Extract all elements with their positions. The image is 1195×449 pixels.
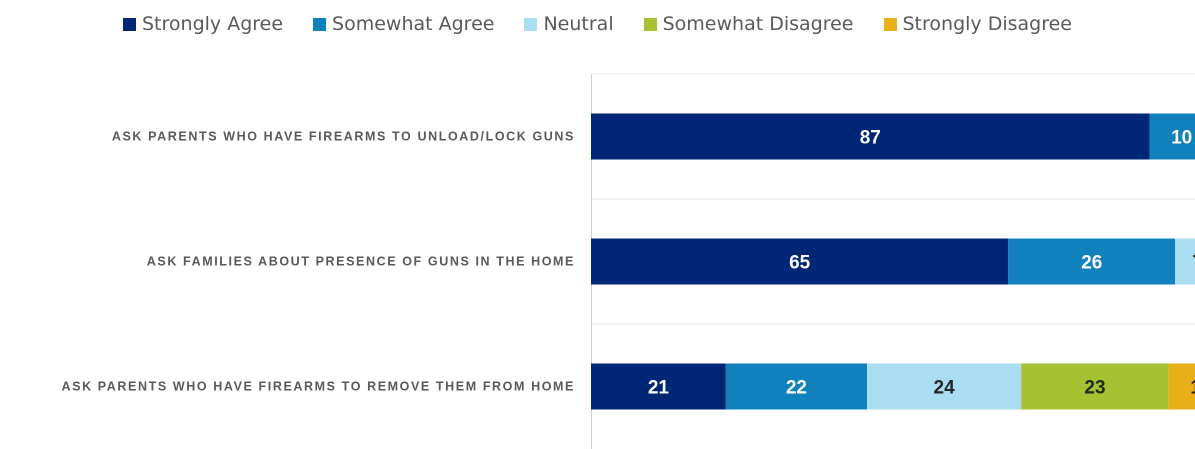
legend-item-somewhat-disagree: Somewhat Disagree: [643, 13, 854, 35]
data-label-neutral-2: 7: [1192, 253, 1195, 274]
bar-somewhat-disagree-3: [1021, 363, 1169, 410]
legend-item-strongly-agree: Strongly Agree: [123, 13, 283, 35]
legend-item-somewhat-agree: Somewhat Agree: [313, 13, 494, 35]
legend-label: Somewhat Agree: [332, 13, 495, 35]
bar-neutral-2: [1175, 238, 1195, 285]
data-label-strongly-agree-3: 21: [648, 378, 670, 399]
bar-neutral-3: [867, 363, 1022, 410]
bar-strongly-disagree-3: [1168, 363, 1195, 410]
legend-swatch: [313, 17, 327, 31]
data-label-strongly-disagree-3: 10: [1190, 378, 1195, 399]
legend-label: Neutral: [543, 13, 614, 35]
legend-label: Somewhat Disagree: [662, 13, 854, 35]
data-label-somewhat-agree-3: 22: [786, 378, 807, 399]
bar-strongly-agree-2: [591, 238, 1009, 285]
data-label-somewhat-agree-1: 10: [1171, 128, 1192, 149]
category-label-3: ASK PARENTS WHO HAVE FIREARMS TO REMOVE …: [62, 380, 576, 394]
legend-label: Strongly Agree: [142, 13, 284, 35]
bar-somewhat-agree-2: [1008, 238, 1176, 285]
chart-legend: Strongly Agree Somewhat Agree Neutral Somew…: [0, 0, 1195, 48]
bar-strongly-agree-1: [591, 113, 1150, 160]
data-label-somewhat-agree-2: 26: [1081, 253, 1102, 274]
data-label-strongly-agree-1: 87: [860, 128, 881, 149]
legend-swatch: [643, 17, 657, 31]
legend-swatch: [123, 17, 136, 31]
data-label-somewhat-disagree-3: 23: [1084, 378, 1105, 399]
data-label-strongly-agree-2: 65: [789, 253, 811, 274]
bar-somewhat-agree-1: [1149, 113, 1195, 160]
legend-item-strongly-disagree: Strongly Disagree: [883, 13, 1072, 35]
category-label-2: ASK FAMILIES ABOUT PRESENCE OF GUNS IN T…: [147, 255, 575, 269]
data-label-neutral-3: 24: [934, 378, 956, 399]
legend-swatch: [524, 17, 538, 31]
legend-swatch: [883, 17, 897, 31]
bar-somewhat-agree-3: [725, 363, 868, 410]
legend-item-neutral: Neutral: [524, 13, 614, 35]
bar-strongly-agree-3: [591, 363, 726, 410]
legend-label: Strongly Disagree: [902, 13, 1072, 35]
category-label-1: ASK PARENTS WHO HAVE FIREARMS TO UNLOAD/…: [112, 130, 575, 144]
